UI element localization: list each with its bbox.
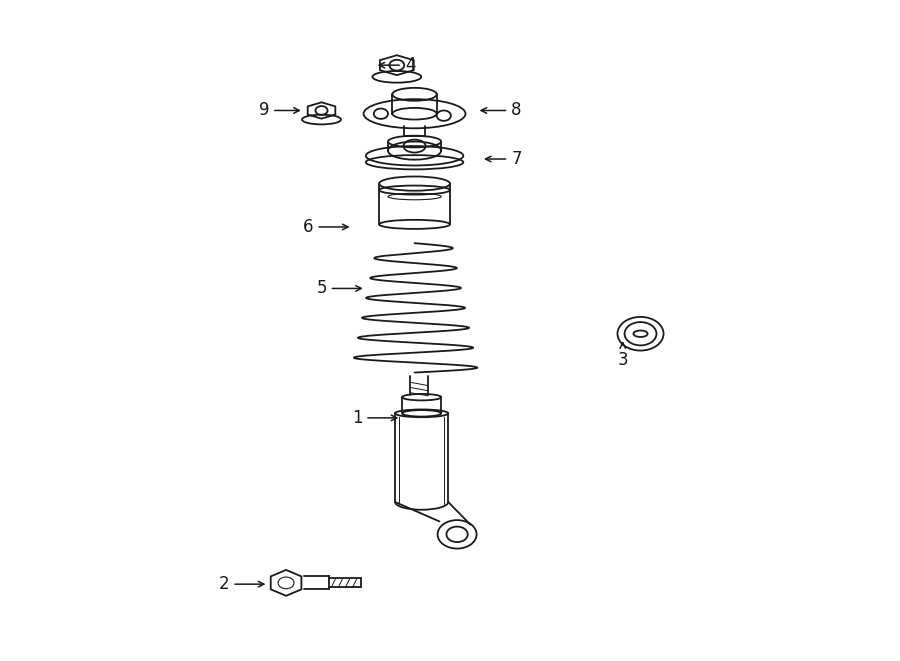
Text: 5: 5	[316, 280, 361, 297]
Text: 1: 1	[352, 409, 397, 427]
Text: 3: 3	[617, 343, 628, 369]
Text: 6: 6	[303, 218, 348, 236]
Text: 4: 4	[379, 56, 416, 74]
Text: 9: 9	[258, 102, 300, 120]
Text: 2: 2	[219, 575, 264, 593]
Text: 7: 7	[485, 150, 522, 168]
Text: 8: 8	[482, 102, 522, 120]
